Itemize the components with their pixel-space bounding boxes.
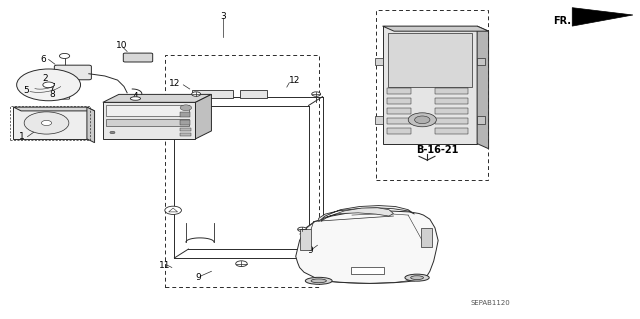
Text: 4: 4 [132, 92, 138, 101]
Circle shape [43, 82, 54, 88]
Polygon shape [87, 107, 95, 143]
Bar [383, 26, 477, 144]
Bar [387, 118, 411, 124]
Bar [477, 116, 484, 124]
Bar [387, 88, 411, 94]
Circle shape [298, 227, 307, 232]
Circle shape [110, 131, 115, 134]
Text: 11: 11 [159, 261, 171, 271]
FancyBboxPatch shape [55, 88, 68, 93]
Circle shape [180, 105, 191, 111]
Ellipse shape [405, 274, 429, 281]
Bar [435, 118, 468, 124]
Bar [435, 108, 468, 114]
FancyBboxPatch shape [58, 95, 70, 99]
Polygon shape [169, 208, 177, 212]
Bar [387, 128, 411, 134]
Polygon shape [477, 26, 488, 149]
Polygon shape [321, 208, 394, 221]
Bar [435, 128, 468, 134]
Polygon shape [572, 8, 633, 26]
Text: 12: 12 [289, 76, 301, 85]
Polygon shape [383, 26, 488, 31]
Circle shape [408, 113, 436, 127]
Polygon shape [13, 107, 95, 111]
Text: 9: 9 [195, 272, 201, 281]
Circle shape [312, 92, 321, 96]
Circle shape [165, 206, 181, 214]
Text: 9: 9 [307, 246, 313, 255]
Bar [300, 229, 311, 250]
Circle shape [236, 261, 247, 267]
Ellipse shape [311, 279, 326, 283]
Polygon shape [319, 205, 415, 221]
Circle shape [60, 53, 70, 58]
Ellipse shape [131, 97, 141, 100]
Bar [103, 102, 195, 139]
Text: 2: 2 [42, 74, 48, 83]
Bar [13, 107, 87, 139]
Text: SEPAB1120: SEPAB1120 [470, 300, 510, 306]
Bar [388, 33, 472, 87]
Circle shape [24, 112, 69, 134]
Bar [179, 132, 191, 136]
Ellipse shape [305, 277, 332, 284]
Bar [387, 108, 411, 114]
Bar [375, 116, 383, 124]
Bar [435, 98, 468, 104]
Circle shape [191, 92, 200, 96]
Bar [10, 106, 90, 140]
Bar [179, 120, 189, 124]
Bar [375, 57, 383, 65]
Ellipse shape [411, 276, 424, 279]
Bar [106, 105, 189, 116]
Bar [179, 128, 191, 131]
Bar [421, 228, 433, 247]
FancyBboxPatch shape [54, 65, 92, 80]
Bar [106, 119, 189, 126]
Bar [435, 88, 468, 94]
Text: 6: 6 [40, 55, 46, 64]
Text: 10: 10 [116, 41, 127, 50]
Bar [191, 90, 233, 98]
Circle shape [42, 121, 52, 125]
Bar [387, 98, 411, 104]
Polygon shape [195, 94, 211, 139]
Text: FR.: FR. [553, 16, 571, 26]
Text: 7: 7 [49, 83, 55, 92]
Bar [166, 55, 319, 286]
Text: 12: 12 [170, 79, 180, 88]
Bar [351, 267, 384, 274]
FancyBboxPatch shape [124, 53, 153, 62]
Bar [477, 57, 484, 65]
Text: 3: 3 [220, 12, 226, 21]
Bar [376, 10, 488, 180]
Polygon shape [103, 94, 211, 102]
Text: 1: 1 [19, 132, 24, 141]
Circle shape [17, 69, 81, 101]
Polygon shape [296, 211, 438, 283]
Bar [179, 112, 189, 117]
Text: 5: 5 [23, 86, 29, 95]
Circle shape [415, 116, 430, 123]
Text: B-16-21: B-16-21 [416, 145, 458, 155]
Bar [239, 90, 266, 98]
Text: 8: 8 [49, 90, 55, 99]
